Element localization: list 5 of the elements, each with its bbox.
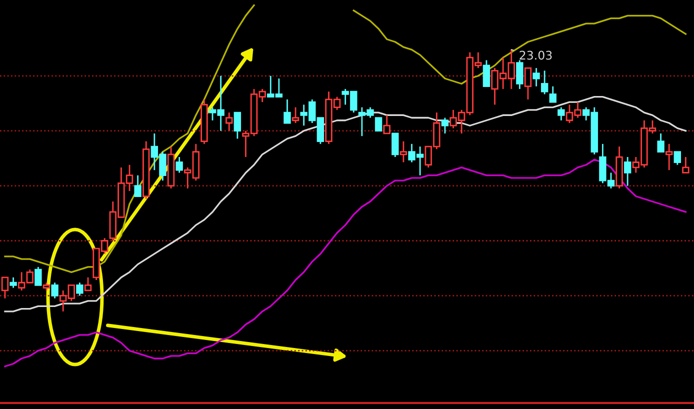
candlestick [226,112,233,132]
candlestick [532,67,540,88]
annotation: 23.03 [520,50,552,60]
candlestick [624,156,632,186]
candlestick [665,143,673,171]
